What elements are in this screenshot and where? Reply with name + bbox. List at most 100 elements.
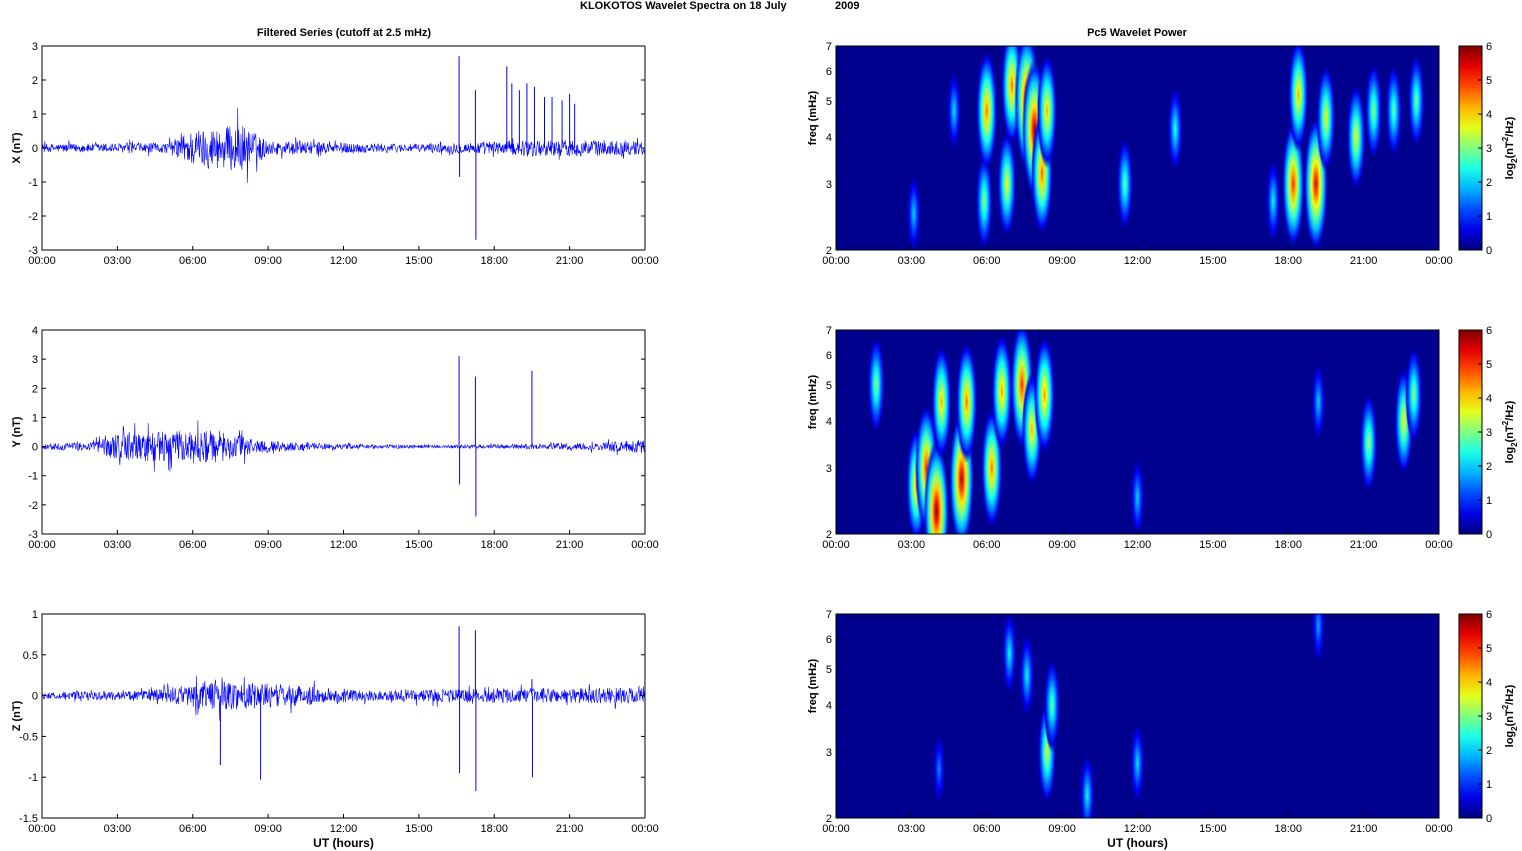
x-tick-label: 12:00: [330, 539, 358, 551]
x-tick-label: 21:00: [1350, 823, 1378, 835]
x-tick-label: 00:00: [1425, 823, 1453, 835]
colorbar-label: log2(nT2/Hz): [1501, 400, 1519, 463]
y-tick-label: -2: [28, 211, 38, 223]
y-tick-label: 0: [32, 691, 38, 703]
x-tick-label: 18:00: [1274, 255, 1302, 267]
y-tick-label: -1.5: [19, 813, 38, 825]
y-tick-label: 0: [32, 143, 38, 155]
x-tick-label: 12:00: [330, 823, 358, 835]
x-tick-label: 21:00: [1350, 255, 1378, 267]
spectrum-blob: [1130, 457, 1145, 534]
x-tick-label: 03:00: [104, 539, 132, 551]
freq-tick-label: 7: [826, 609, 832, 621]
spectrum-ylabel: freq (mHz): [807, 658, 819, 713]
freq-tick-label: 2: [826, 245, 832, 257]
x-tick-label: 15:00: [1199, 823, 1227, 835]
x-tick-label: 12:00: [1124, 823, 1152, 835]
x-tick-label: 18:00: [1274, 539, 1302, 551]
freq-tick-label: 3: [826, 747, 832, 759]
figure-title: KLOKOTOS Wavelet Spectra on 18 July: [580, 0, 787, 12]
colorbar-tick-label: 2: [1486, 745, 1492, 757]
spectrum-blobs: [932, 614, 1325, 818]
spectrum-blob: [975, 151, 993, 250]
freq-tick-label: 2: [826, 813, 832, 825]
x-tick-label: 00:00: [1425, 255, 1453, 267]
spectrum-blob: [1365, 61, 1383, 161]
x-tick-label: 00:00: [28, 823, 56, 835]
x-tick-label: 12:00: [1124, 539, 1152, 551]
colorbar-tick-label: 6: [1486, 609, 1492, 621]
spectrum-blob: [1265, 158, 1281, 244]
x-tick-label: 06:00: [973, 539, 1001, 551]
freq-tick-label: 7: [826, 41, 832, 53]
series-trace-y: [42, 420, 645, 472]
y-tick-label: 1: [32, 609, 38, 621]
spectrum-blob: [1385, 63, 1403, 159]
x-tick-label: 15:00: [1199, 255, 1227, 267]
x-tick-label: 06:00: [973, 823, 1001, 835]
freq-tick-label: 6: [826, 634, 832, 646]
panel-x: -3 -2 -1 0 1 2 3 X (nT) 00:00 03:00 06:00 09:00 12:0…: [11, 41, 1519, 267]
spectrum-blob: [1116, 136, 1134, 232]
x-tick-label: 21:00: [556, 823, 584, 835]
freq-tick-label: 5: [826, 380, 832, 392]
y-tick-label: 0: [32, 442, 38, 454]
series-axes-y: [41, 329, 646, 535]
spectrum-xlabel: UT (hours): [1107, 836, 1168, 850]
x-tick-label: 06:00: [973, 255, 1001, 267]
x-tick-label: 03:00: [104, 255, 132, 267]
colorbar-tick-label: 3: [1486, 711, 1492, 723]
colorbar-tick-label: 0: [1486, 245, 1492, 257]
x-tick-label: 21:00: [1350, 539, 1378, 551]
spectrum-blob: [1033, 334, 1056, 455]
x-tick-label: 18:00: [480, 823, 508, 835]
colorbar-tick-label: 0: [1486, 813, 1492, 825]
x-tick-label: 00:00: [822, 255, 850, 267]
y-tick-label: 1: [32, 109, 38, 121]
y-tick-label: -1: [28, 177, 38, 189]
spectrum-blob: [923, 439, 950, 534]
freq-tick-label: 3: [826, 179, 832, 191]
y-tick-label: -3: [28, 529, 38, 541]
x-tick-label: 00:00: [631, 539, 659, 551]
x-tick-label: 15:00: [405, 255, 433, 267]
colorbar-tick-label: 3: [1486, 427, 1492, 439]
spectrum-blob: [931, 343, 952, 460]
colorbar-tick-label: 0: [1486, 529, 1492, 541]
x-tick-label: 03:00: [898, 823, 926, 835]
x-tick-label: 21:00: [556, 255, 584, 267]
x-tick-label: 18:00: [480, 255, 508, 267]
spectrum-blob: [997, 129, 1017, 239]
colorbar-tick-label: 4: [1486, 393, 1492, 405]
colorbar-tick-label: 2: [1486, 177, 1492, 189]
spectrum-blob: [1288, 46, 1309, 153]
y-tick-label: 2: [32, 383, 38, 395]
x-tick-label: 09:00: [1048, 255, 1076, 267]
y-tick-label: 1: [32, 412, 38, 424]
series-axes-z: [41, 613, 646, 819]
spectrum-background-x: [836, 46, 1439, 250]
x-tick-label: 00:00: [631, 823, 659, 835]
x-tick-label: 06:00: [179, 539, 207, 551]
freq-tick-label: 6: [826, 350, 832, 362]
freq-tick-label: 4: [826, 700, 832, 712]
spectrum-blob: [947, 69, 962, 153]
y-tick-label: 4: [32, 325, 38, 337]
x-tick-label: 03:00: [898, 539, 926, 551]
spectrum-blob: [1346, 82, 1366, 192]
colorbar-tick-label: 1: [1486, 495, 1492, 507]
y-tick-label: -1: [28, 471, 38, 483]
y-tick-label: -0.5: [19, 731, 38, 743]
colorbar-tick-label: 4: [1486, 677, 1492, 689]
x-tick-label: 03:00: [898, 255, 926, 267]
freq-tick-label: 6: [826, 66, 832, 78]
spectrum-ylabel: freq (mHz): [807, 374, 819, 429]
x-tick-label: 09:00: [254, 255, 282, 267]
left-column-title: Filtered Series (cutoff at 2.5 mHz): [257, 27, 432, 39]
colorbar-tick-label: 2: [1486, 461, 1492, 473]
colorbar-tick-label: 5: [1486, 643, 1492, 655]
spectrum-blob: [1405, 345, 1423, 445]
spectrum-blob: [932, 732, 946, 807]
series-xlabel: UT (hours): [313, 836, 374, 850]
